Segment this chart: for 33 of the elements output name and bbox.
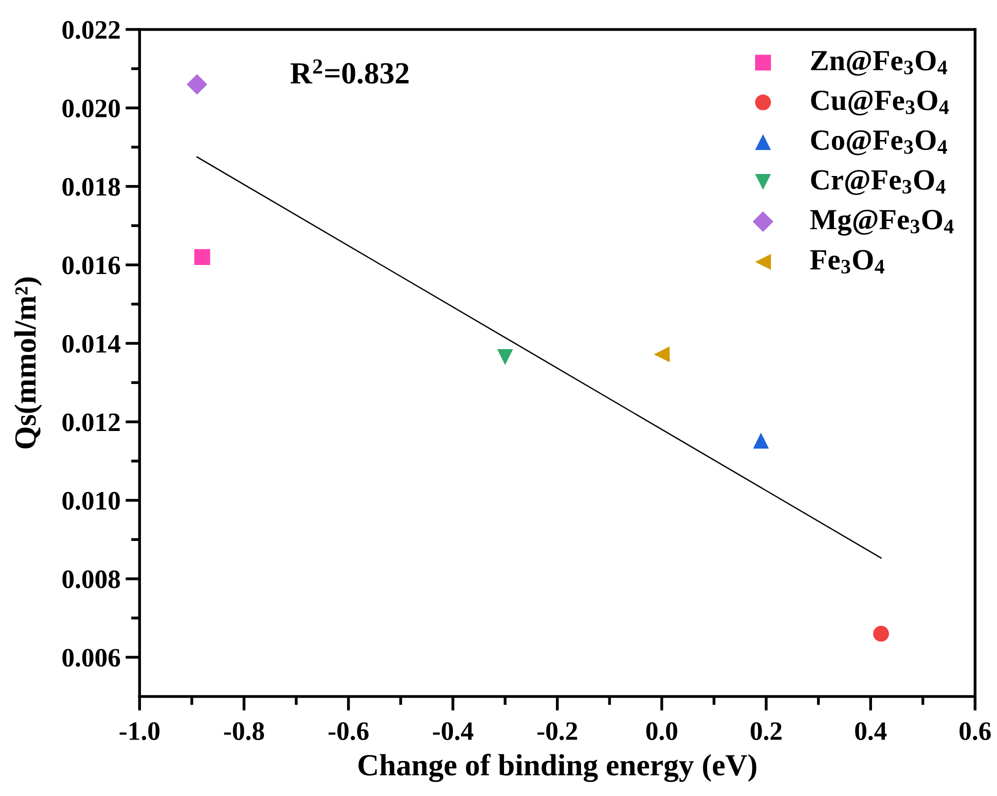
y-tick-label: 0.006	[62, 648, 120, 667]
x-tick-label: -0.8	[224, 722, 264, 740]
y-tick-label: 0.018	[62, 178, 120, 196]
y-tick-label: 0.016	[62, 256, 120, 274]
legend-label: Cr@Fe$_{3}$O$_{4}$	[811, 170, 946, 195]
point	[654, 346, 670, 362]
point	[753, 432, 769, 449]
x-tick-label: -0.6	[328, 722, 369, 740]
y-tick-label: 0.012	[62, 413, 120, 432]
y-axis-title: Qs(mmol/m²)	[14, 277, 42, 448]
legend-label: Fe$_{3}$O$_{4}$	[810, 250, 884, 274]
y-tick-label: 0.008	[62, 570, 120, 588]
x-tick-label: 0.6	[960, 722, 991, 740]
x-tick-label: 0.2	[750, 722, 782, 740]
x-tick-label: 0.4	[855, 722, 887, 740]
point	[194, 249, 210, 265]
x-tick-label: -0.2	[537, 722, 578, 740]
legend-label: Zn@Fe$_{3}$O$_{4}$	[811, 50, 948, 76]
point	[186, 74, 208, 95]
x-tick-label: -0.4	[432, 722, 474, 740]
annotation: R$^{2}$=0.832	[290, 59, 409, 84]
legend-label: Co@Fe$_{3}$O$_{4}$	[811, 130, 948, 156]
legend-label: Mg@Fe$_{3}$O$_{4}$	[810, 210, 954, 236]
x-tick-label: 0.0	[646, 722, 678, 740]
y-tick-label: 0.020	[62, 100, 120, 118]
y-tick-label: 0.010	[62, 492, 120, 510]
legend-label: Cu@Fe$_{3}$O$_{4}$	[811, 90, 949, 116]
y-tick-label: 0.022	[62, 21, 120, 39]
x-tick-label: -1.0	[120, 722, 160, 740]
y-tick-label: 0.014	[62, 334, 120, 353]
point	[497, 349, 514, 366]
point	[873, 626, 889, 642]
x-axis-title: Change of binding energy (eV)	[358, 754, 756, 782]
